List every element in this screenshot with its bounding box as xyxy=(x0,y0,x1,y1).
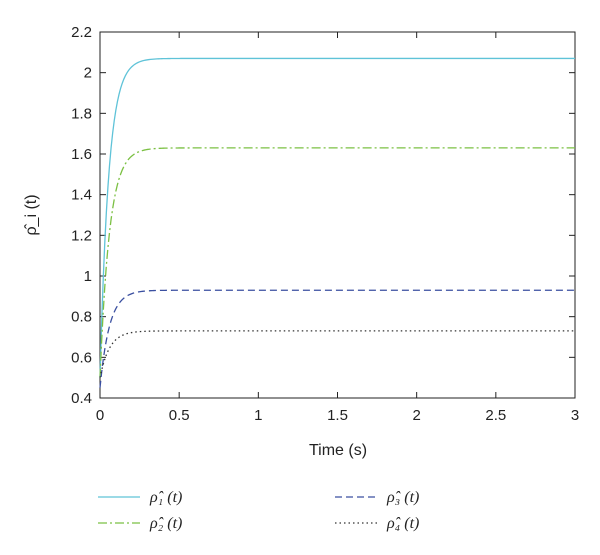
x-tick-label: 1.5 xyxy=(327,407,348,424)
y-tick-label: 0.4 xyxy=(71,390,92,407)
y-tick-label: 0.6 xyxy=(71,349,92,366)
series-line-3 xyxy=(99,289,575,388)
x-tick-label: 0 xyxy=(96,407,104,424)
y-tick-label: 1 xyxy=(84,268,92,285)
plot-frame xyxy=(99,31,576,399)
y-tick-label: 1.4 xyxy=(71,187,92,204)
x-axis-label: Time (s) xyxy=(309,442,367,459)
legend-label-3: ρ̂₃ (t) xyxy=(386,489,419,506)
x-tick-label: 2 xyxy=(412,407,420,424)
y-tick-label: 2.2 xyxy=(71,24,92,41)
y-tick-label: 1.6 xyxy=(71,146,92,163)
x-tick-label: 2.5 xyxy=(485,407,506,424)
y-tick-label: 0.8 xyxy=(71,309,92,326)
y-axis: 0.4 0.6 0.8 1 1.2 1.4 1.6 1.8 2 2.2 xyxy=(71,24,575,407)
series-lines xyxy=(99,57,575,388)
x-tick-label: 3 xyxy=(571,407,579,424)
legend-label-1: ρ̂₁ (t) xyxy=(149,489,182,506)
series-line-2 xyxy=(99,147,575,378)
legend-label-4: ρ̂₄ (t) xyxy=(386,515,419,532)
legend: ρ̂₁ (t) ρ̂₂ (t) ρ̂₃ (t) ρ̂₄ (t) xyxy=(98,489,419,532)
y-axis-label: ρ̂_i (t) xyxy=(23,194,40,235)
x-axis: 0 0.5 1 1.5 2 2.5 3 xyxy=(96,32,579,424)
x-tick-label: 1 xyxy=(254,407,262,424)
series-line-1 xyxy=(99,57,575,378)
y-tick-label: 1.2 xyxy=(71,227,92,244)
y-tick-label: 1.8 xyxy=(71,105,92,122)
y-tick-label: 2 xyxy=(84,65,92,82)
series-line-4 xyxy=(99,330,575,378)
legend-label-2: ρ̂₂ (t) xyxy=(149,515,182,532)
x-tick-label: 0.5 xyxy=(169,407,190,424)
